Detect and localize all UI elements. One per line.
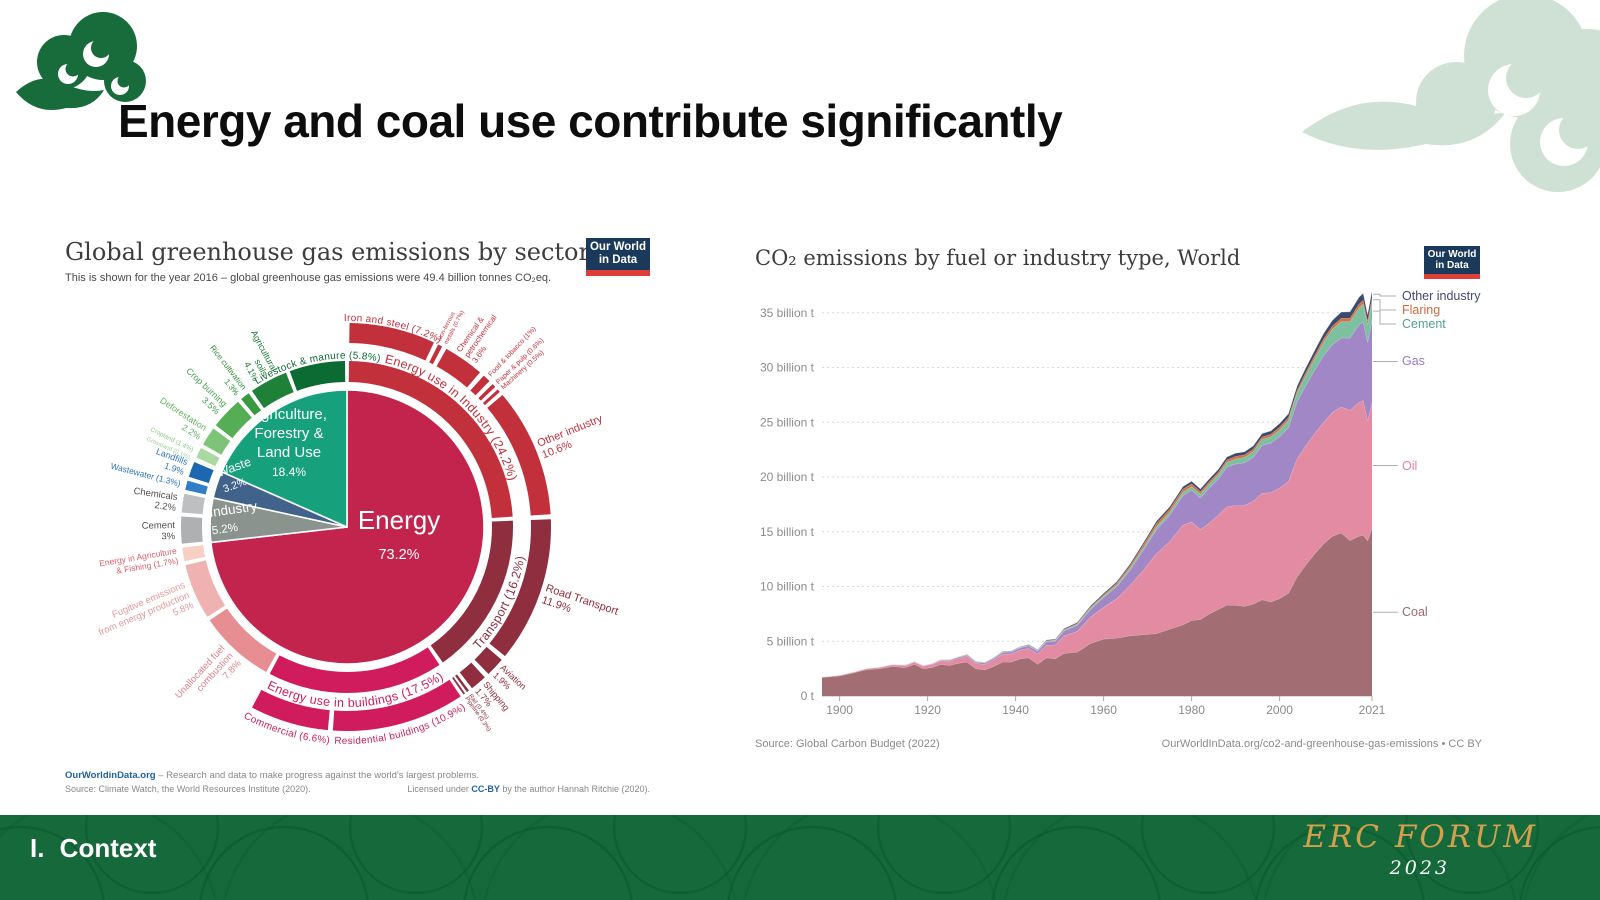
svg-text:Land Use: Land Use (257, 444, 321, 461)
owid-tagline: – Research and data to make progress aga… (155, 770, 480, 781)
left-chart-license: Licensed under CC-BY by the author Hanna… (407, 784, 650, 794)
svg-text:Forestry &: Forestry & (254, 425, 323, 442)
svg-text:18.4%: 18.4% (272, 465, 306, 479)
svg-text:5 billion t: 5 billion t (767, 634, 815, 648)
legend-coal: Coal (1402, 605, 1428, 620)
svg-text:10 billion t: 10 billion t (760, 580, 815, 594)
svg-text:Industry: Industry (208, 498, 258, 520)
owid-logo-line1: Our World (589, 240, 646, 253)
svg-text:5.2%: 5.2% (211, 522, 239, 538)
brand-logo: ERC FORUM (1303, 819, 1538, 855)
svg-text:3%: 3% (161, 531, 175, 542)
section-label: I. Context (30, 833, 157, 863)
svg-text:20 billion t: 20 billion t (760, 470, 815, 484)
svg-text:2021: 2021 (1359, 703, 1386, 717)
svg-text:35 billion t: 35 billion t (760, 306, 815, 320)
left-chart-subtitle: This is shown for the year 2016 – global… (65, 272, 552, 284)
cloud-icon-right (1302, 0, 1600, 192)
svg-text:1900: 1900 (826, 703, 853, 717)
svg-text:Energy: Energy (358, 505, 440, 535)
svg-text:15 billion t: 15 billion t (760, 525, 815, 539)
svg-text:2000: 2000 (1266, 703, 1293, 717)
legend-gas: Gas (1402, 354, 1425, 369)
svg-text:25 billion t: 25 billion t (760, 415, 815, 429)
svg-text:73.2%: 73.2% (378, 547, 419, 563)
ghg-sector-sunburst-chart: Energy73.2%Industry5.2%Waste3.2%Agricult… (97, 310, 620, 747)
brand-year: 2023 (1389, 857, 1450, 879)
cloud-icon-left (16, 12, 146, 110)
co2-fuel-area-chart: 0 t 5 billion t 10 billion t 15 billion t 20… (760, 290, 1398, 717)
left-chart-footer: OurWorldinData.org – Research and data t… (65, 770, 650, 794)
legend-flaring: Flaring (1402, 303, 1441, 317)
cc-by-link[interactable]: CC-BY (471, 784, 500, 794)
svg-text:1940: 1940 (1002, 703, 1029, 717)
owid-logo-line2: in Data (598, 254, 638, 266)
footer-bar: I. Context ERC FORUM 2023 (0, 815, 1600, 900)
left-chart-source: Source: Climate Watch, the World Resourc… (65, 784, 311, 794)
owid-logo-right: Our World in Data (1424, 246, 1480, 279)
footer-pattern (0, 815, 1600, 900)
owid-link[interactable]: OurWorldinData.org (65, 770, 156, 781)
owid-logo: Our World in Data (586, 238, 650, 276)
legend-oil: Oil (1402, 458, 1418, 473)
right-chart-title: CO₂ emissions by fuel or industry type, … (755, 246, 1241, 270)
legend-other-industry: Other industry (1402, 289, 1481, 303)
svg-text:Cement: Cement (142, 520, 176, 532)
svg-text:30 billion t: 30 billion t (760, 361, 815, 375)
page-title: Energy and coal use contribute significa… (118, 95, 1063, 147)
svg-text:1980: 1980 (1178, 703, 1205, 717)
legend-cement: Cement (1402, 317, 1446, 331)
right-chart-source: Source: Global Carbon Budget (2022) (755, 738, 940, 750)
svg-text:1920: 1920 (914, 703, 941, 717)
svg-text:2.2%: 2.2% (154, 500, 178, 514)
svg-text:0 t: 0 t (801, 689, 815, 703)
svg-text:Agriculture,: Agriculture, (251, 406, 327, 423)
left-chart-title: Global greenhouse gas emissions by secto… (65, 238, 590, 266)
svg-text:1960: 1960 (1090, 703, 1117, 717)
right-chart-attribution: OurWorldInData.org/co2-and-greenhouse-ga… (1161, 738, 1482, 750)
